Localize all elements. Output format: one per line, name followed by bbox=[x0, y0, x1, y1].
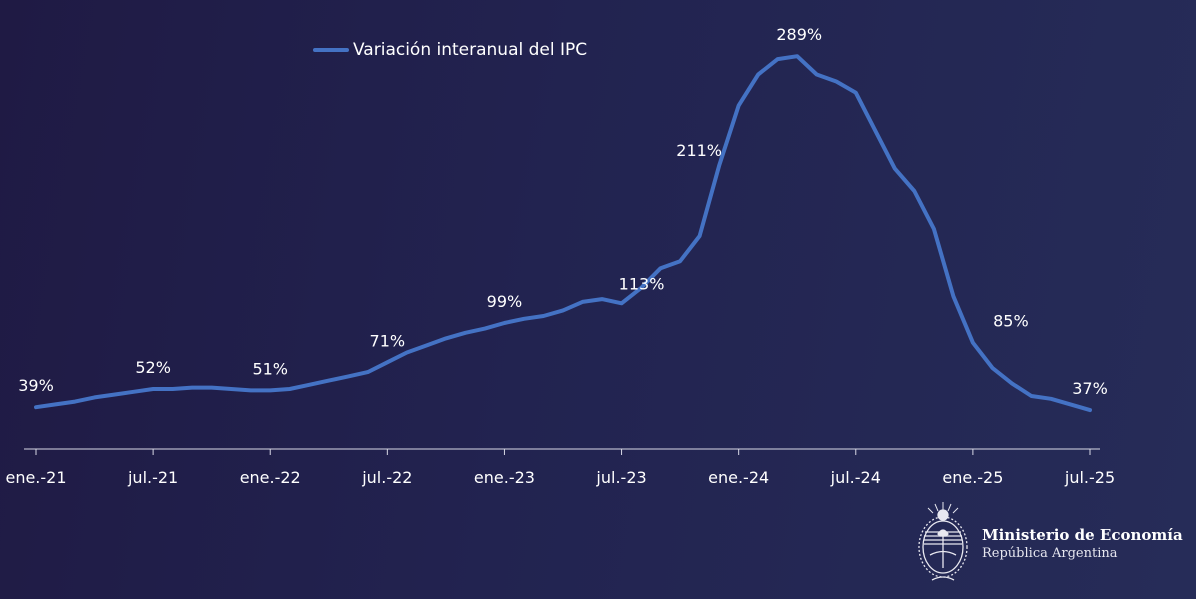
data-label: 99% bbox=[487, 292, 523, 311]
x-tick-label: ene.-22 bbox=[240, 468, 301, 487]
legend-line-swatch bbox=[313, 48, 349, 52]
ministry-branding: Ministerio de Economía República Argenti… bbox=[914, 500, 1183, 586]
x-tick-label: jul.-23 bbox=[595, 468, 646, 487]
x-tick-label: jul.-21 bbox=[127, 468, 178, 487]
x-tick-label: ene.-23 bbox=[474, 468, 535, 487]
x-tick-label: ene.-21 bbox=[5, 468, 66, 487]
x-tick-label: ene.-25 bbox=[942, 468, 1003, 487]
data-label: 52% bbox=[135, 358, 171, 377]
coat-of-arms-icon bbox=[918, 502, 968, 581]
data-label: 51% bbox=[252, 359, 288, 378]
ministry-subtitle: República Argentina bbox=[982, 545, 1118, 561]
data-label: 39% bbox=[18, 376, 54, 395]
x-tick-label: jul.-24 bbox=[830, 468, 881, 487]
legend: Variación interanual del IPC bbox=[313, 40, 587, 60]
data-label: 85% bbox=[993, 312, 1029, 331]
data-label: 211% bbox=[676, 141, 722, 160]
legend-label: Variación interanual del IPC bbox=[353, 40, 588, 60]
data-label: 37% bbox=[1072, 379, 1108, 398]
data-label: 71% bbox=[370, 331, 406, 350]
x-tick-label: jul.-25 bbox=[1064, 468, 1115, 487]
x-tick-label: ene.-24 bbox=[708, 468, 769, 487]
data-label: 113% bbox=[619, 274, 665, 293]
x-tick-label: jul.-22 bbox=[361, 468, 412, 487]
data-labels: 39% 52% 51% 71% 99% 113% 211% 289% 85% 37% bbox=[18, 25, 1108, 398]
ministry-title: Ministerio de Economía bbox=[982, 525, 1183, 544]
x-axis: ene.-21 jul.-21 ene.-22 jul.-22 ene.-23 jul.-… bbox=[5, 448, 1115, 487]
data-label: 289% bbox=[776, 25, 822, 44]
ipc-line bbox=[34, 54, 1092, 413]
